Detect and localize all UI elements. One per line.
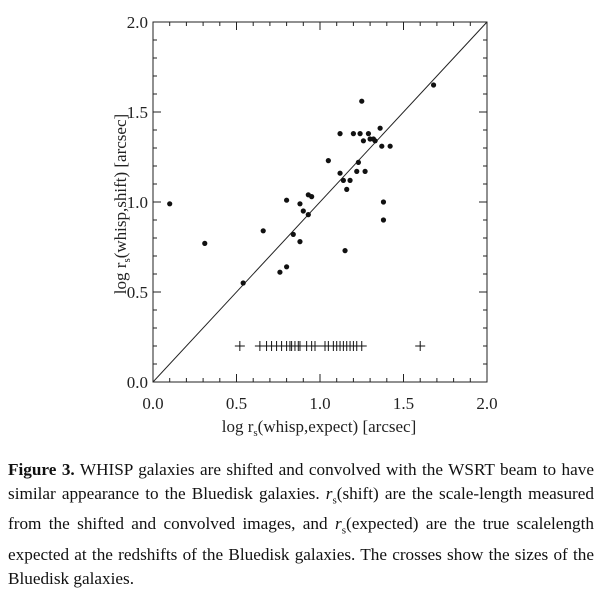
galaxy-point	[277, 269, 283, 275]
galaxy-point	[350, 131, 356, 137]
galaxy-point	[167, 201, 173, 207]
galaxy-point	[362, 168, 368, 174]
axis-ticks	[152, 21, 488, 383]
galaxy-point	[337, 131, 343, 137]
x-tick-label: 2.0	[476, 394, 497, 413]
reference-line	[152, 21, 488, 383]
bluedisk-cross	[356, 341, 367, 351]
galaxy-point	[379, 143, 385, 149]
galaxy-point	[357, 131, 363, 137]
scatter-plot: 0.0 0.5 1.0 1.5 2.0 0.0 0.5 1.0 1.5 2.0 log rs(wh…	[111, 13, 498, 439]
galaxy-point	[325, 158, 331, 164]
x-tick-label: 1.5	[393, 394, 414, 413]
y-tick-label: 1.0	[127, 193, 148, 212]
caption-symbol-2: r	[335, 514, 342, 534]
galaxy-point	[344, 186, 350, 192]
galaxy-point	[297, 239, 303, 245]
caption-text-2: (shift) are the scale-length measured fr…	[8, 484, 595, 534]
galaxy-point	[377, 125, 383, 131]
galaxy-point	[260, 228, 266, 234]
tick-labels: 0.0 0.5 1.0 1.5 2.0 0.0 0.5 1.0 1.5 2.0	[127, 13, 498, 413]
galaxy-point	[365, 131, 372, 137]
galaxy-point	[360, 138, 367, 144]
galaxy-point	[372, 138, 378, 144]
galaxy-point	[347, 177, 353, 183]
y-tick-label: 0.5	[127, 283, 148, 302]
figure-caption: Figure 3. WHISP galaxies are shifted and…	[8, 458, 594, 591]
caption-text-1: WHISP galaxies are shifted and convolved…	[8, 460, 594, 503]
galaxy-point	[380, 199, 387, 205]
galaxy-point	[355, 159, 362, 165]
galaxy-point	[284, 197, 290, 203]
galaxy-point	[290, 231, 296, 237]
bluedisk-cross	[415, 341, 426, 351]
galaxy-point	[309, 194, 315, 200]
galaxy-point	[305, 212, 311, 218]
cross-series	[234, 341, 426, 351]
y-tick-label: 0.0	[127, 373, 148, 392]
galaxy-point	[284, 264, 290, 270]
galaxy-point	[342, 248, 348, 254]
galaxy-point	[359, 98, 365, 104]
galaxy-point	[430, 82, 437, 88]
x-tick-label: 0.0	[142, 394, 163, 413]
x-tick-label: 0.5	[226, 394, 247, 413]
bluedisk-cross	[234, 341, 245, 351]
y-axis-label: log rs(whisp,shift) [arcsec]	[111, 114, 133, 294]
dot-series	[167, 82, 437, 286]
x-tick-label: 1.0	[309, 394, 330, 413]
caption-symbol-1: r	[325, 484, 333, 503]
bluedisk-cross	[309, 341, 320, 351]
caption-text-3: (expected) are the true scalelength expe…	[8, 514, 594, 588]
galaxy-point	[354, 168, 360, 174]
galaxy-point	[387, 143, 393, 149]
x-axis-label: log rs(whisp,expect) [arcsec]	[222, 417, 417, 439]
y-tick-label: 1.5	[127, 103, 148, 122]
galaxy-point	[300, 208, 306, 214]
galaxy-point	[297, 201, 303, 207]
caption-subscript-1: s	[332, 494, 337, 507]
identity-line	[152, 21, 488, 383]
caption-subscript-2: s	[341, 524, 346, 537]
galaxy-point	[340, 177, 346, 183]
y-tick-label: 2.0	[127, 13, 148, 32]
galaxy-point	[240, 280, 246, 286]
galaxy-point	[337, 170, 343, 176]
galaxy-point	[202, 240, 208, 246]
caption-label: Figure 3.	[8, 460, 75, 479]
galaxy-point	[380, 217, 387, 223]
